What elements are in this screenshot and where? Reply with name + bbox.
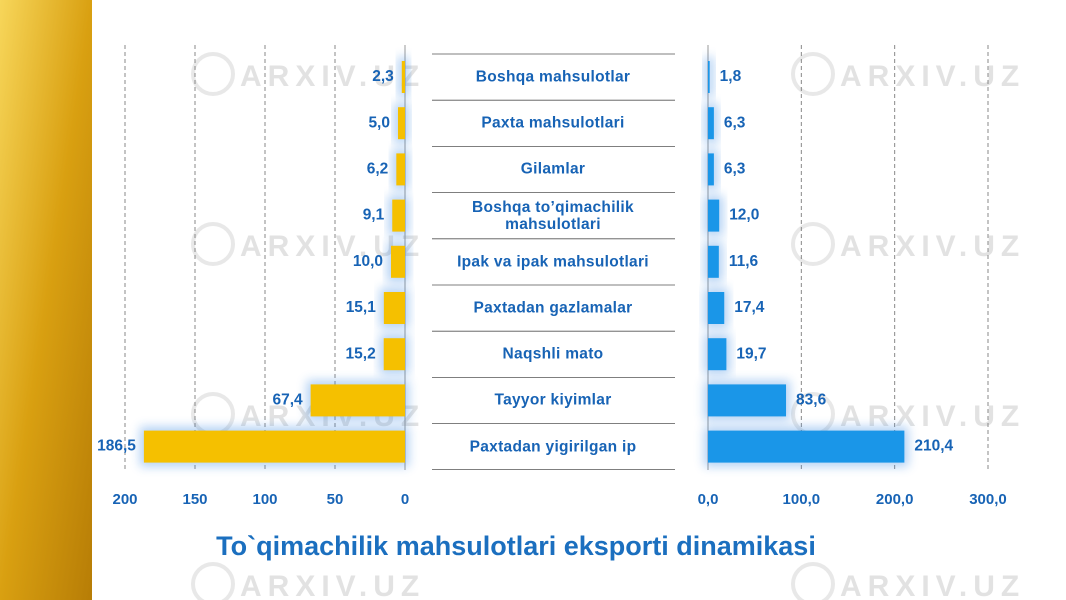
watermark-icon [191, 222, 235, 266]
watermark-icon [791, 222, 835, 266]
value-label: 2,3 [372, 68, 394, 85]
bar [396, 153, 405, 186]
bar [708, 292, 725, 324]
value-label: 6,3 [724, 114, 746, 131]
bar [401, 61, 405, 93]
value-label: 210,4 [914, 438, 953, 455]
bar [392, 199, 405, 232]
x-tick-label: 0,0 [698, 491, 719, 508]
category-label: Boshqa to’qimachilik mahsulotlari [472, 198, 634, 233]
x-tick-label: 100 [252, 491, 277, 508]
value-label: 19,7 [736, 345, 766, 362]
bar [708, 61, 710, 93]
watermark: ARXIV.UZ [240, 60, 425, 93]
x-tick-label: 200 [112, 491, 137, 508]
x-tick-label: 300,0 [969, 491, 1007, 508]
bar [708, 384, 787, 417]
category-label: Boshqa mahsulotlar [475, 68, 631, 86]
watermark: ARXIV.UZ [840, 230, 1025, 263]
watermark-icon [191, 562, 235, 600]
bar [310, 384, 405, 417]
value-label: 67,4 [272, 391, 303, 408]
x-tick-label: 200,0 [876, 491, 914, 508]
bar [383, 292, 405, 324]
value-label: 6,3 [724, 160, 746, 177]
bar [708, 338, 727, 371]
bar [708, 245, 719, 278]
bar [391, 245, 405, 278]
value-label: 15,2 [346, 345, 376, 362]
category-label: Tayyor kiyimlar [494, 391, 612, 409]
watermark: ARXIV.UZ [840, 570, 1025, 600]
bar [708, 107, 714, 140]
decor-strip [0, 0, 92, 600]
value-label: 17,4 [734, 299, 765, 316]
category-label: Paxta mahsulotlari [481, 114, 625, 132]
bar [398, 107, 405, 140]
category-label: Gilamlar [520, 160, 586, 178]
value-label: 83,6 [796, 391, 827, 408]
category-label: Naqshli mato [502, 345, 604, 363]
x-tick-label: 100,0 [783, 491, 821, 508]
value-label: 5,0 [368, 114, 390, 131]
watermark-icon [791, 52, 835, 96]
slide-title: To`qimachilik mahsulotlari eksporti dina… [216, 531, 816, 561]
value-label: 10,0 [353, 253, 383, 270]
value-label: 186,5 [97, 438, 136, 455]
value-label: 1,8 [720, 68, 742, 85]
bar [708, 199, 720, 232]
watermark-icon [791, 562, 835, 600]
value-label: 11,6 [729, 253, 759, 270]
watermark: ARXIV.UZ [240, 570, 425, 600]
bar [383, 338, 405, 371]
value-label: 15,1 [346, 299, 377, 316]
x-tick-label: 0 [401, 491, 409, 508]
category-label: Ipak va ipak mahsulotlari [457, 253, 649, 271]
value-label: 6,2 [367, 160, 389, 177]
category-label: Paxtadan gazlamalar [473, 299, 633, 317]
value-label: 12,0 [729, 207, 759, 224]
bar [708, 153, 714, 186]
x-tick-label: 50 [327, 491, 344, 508]
value-label: 9,1 [363, 207, 385, 224]
bar [143, 430, 405, 463]
watermark: ARXIV.UZ [840, 60, 1025, 93]
category-label: Paxtadan yigirilgan ip [469, 438, 637, 456]
bar [708, 430, 905, 463]
watermark-icon [191, 52, 235, 96]
x-tick-label: 150 [182, 491, 207, 508]
